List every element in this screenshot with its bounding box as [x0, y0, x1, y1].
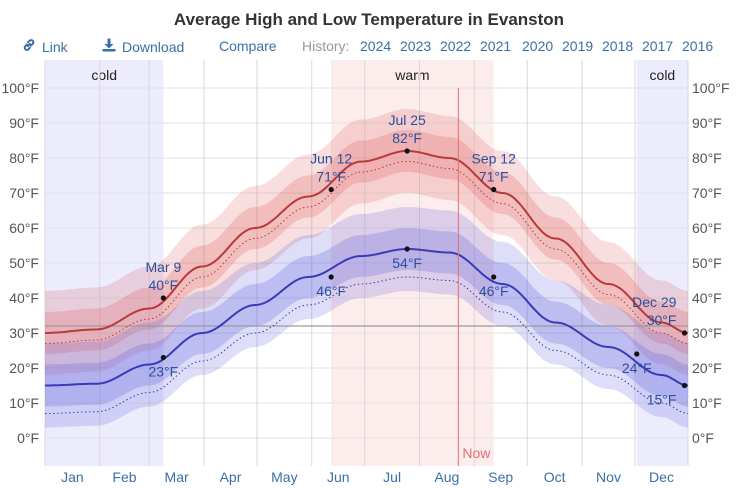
data-point [328, 186, 334, 193]
y-tick-label-right: 40°F [692, 290, 722, 306]
y-tick-label-left: 0°F [17, 430, 39, 446]
y-tick-label-left: 60°F [9, 220, 39, 236]
y-tick-label-left: 70°F [9, 185, 39, 201]
month-label-oct: Oct [544, 469, 566, 485]
compare-label: Compare [219, 38, 277, 54]
history-year-2021[interactable]: 2021 [480, 38, 512, 54]
y-tick-label-left: 50°F [9, 255, 39, 271]
history-year-2020[interactable]: 2020 [522, 38, 554, 54]
history-year-2019[interactable]: 2019 [562, 38, 594, 54]
download-label: Download [122, 39, 185, 55]
y-tick-label-right: 90°F [692, 115, 722, 131]
annotation-value: 30°F [647, 312, 677, 328]
data-point [681, 382, 688, 389]
y-tick-label-left: 40°F [9, 290, 39, 306]
data-point [404, 148, 410, 154]
y-tick-label-right: 0°F [692, 430, 714, 446]
y-tick-label-left: 90°F [9, 115, 39, 131]
season-label-cold: cold [91, 67, 117, 83]
y-tick-label-left: 10°F [9, 395, 39, 411]
annotation-date: Jul 25 [388, 112, 426, 128]
annotation-value: 82°F [392, 130, 422, 146]
month-label-dec: Dec [649, 469, 674, 485]
season-label-warm: warm [394, 67, 429, 83]
low-inner-band [45, 228, 688, 407]
download-icon [102, 38, 116, 55]
y-tick-label-left: 30°F [9, 325, 39, 341]
toolbar: Link Download Compare History: 2024 2023 2… [0, 38, 738, 58]
y-tick-label-right: 100°F [692, 80, 730, 96]
history-year-2024[interactable]: 2024 [360, 38, 392, 54]
month-label-nov: Nov [596, 469, 621, 485]
month-label-jan: Jan [61, 469, 84, 485]
month-label-apr: Apr [220, 469, 242, 485]
data-point [491, 186, 497, 193]
month-label-sep: Sep [488, 469, 513, 485]
download-button[interactable]: Download [102, 38, 184, 55]
history-label: History: [302, 38, 350, 54]
y-tick-label-left: 100°F [1, 80, 39, 96]
y-tick-label-right: 70°F [692, 185, 722, 201]
y-tick-label-right: 60°F [692, 220, 722, 236]
annotation-date: Sep 12 [471, 151, 516, 167]
y-tick-label-left: 80°F [9, 150, 39, 166]
month-label-mar: Mar [165, 469, 189, 485]
y-tick-label-right: 50°F [692, 255, 722, 271]
annotation-date: Mar 9 [145, 259, 181, 275]
season-label-cold: cold [650, 67, 676, 83]
annotation-value: 46°F [316, 283, 346, 299]
compare-button[interactable]: Compare [219, 38, 277, 54]
low-dotted-line [45, 276, 689, 414]
annotation-value: 54°F [392, 255, 422, 271]
link-button[interactable]: Link [22, 38, 68, 55]
y-tick-label-left: 20°F [9, 360, 39, 376]
month-label-feb: Feb [112, 469, 136, 485]
y-tick-label-right: 20°F [692, 360, 722, 376]
annotation-value: 24°F [622, 360, 652, 376]
month-label-aug: Aug [434, 469, 459, 485]
annotation-value: 46°F [479, 283, 509, 299]
link-label: Link [42, 39, 68, 55]
history-year-2017[interactable]: 2017 [642, 38, 674, 54]
now-label: Now [462, 445, 491, 461]
data-point [328, 274, 334, 280]
month-label-may: May [271, 469, 297, 485]
annotation-value: 71°F [316, 169, 346, 185]
data-point [404, 246, 410, 252]
annotation-date: Jun 12 [310, 151, 352, 167]
low-line [45, 248, 689, 387]
history-year-2022[interactable]: 2022 [440, 38, 472, 54]
history-year-2016[interactable]: 2016 [682, 38, 714, 54]
annotation-value: 40°F [148, 277, 178, 293]
high-inner-band [45, 130, 688, 354]
annotation-value: 71°F [479, 169, 509, 185]
month-label-jun: Jun [327, 469, 350, 485]
high-outer-band [45, 109, 688, 375]
y-tick-label-right: 30°F [692, 325, 722, 341]
history-year-2023[interactable]: 2023 [400, 38, 432, 54]
low-outer-band [45, 207, 688, 428]
high-line [45, 150, 689, 334]
chart-title: Average High and Low Temperature in Evan… [173, 10, 565, 29]
data-point [160, 295, 166, 301]
y-tick-label-right: 10°F [692, 395, 722, 411]
annotation-value: 23°F [148, 364, 178, 380]
history-year-2018[interactable]: 2018 [602, 38, 634, 54]
y-tick-label-right: 80°F [692, 150, 722, 166]
link-icon [22, 38, 36, 55]
data-point [160, 354, 166, 361]
annotation-value: 15°F [647, 392, 677, 408]
data-point [634, 351, 640, 357]
month-label-jul: Jul [383, 469, 401, 485]
data-point [681, 330, 688, 336]
data-point [491, 274, 497, 280]
annotation-date: Dec 29 [632, 294, 677, 310]
high-dotted-line [45, 161, 689, 344]
